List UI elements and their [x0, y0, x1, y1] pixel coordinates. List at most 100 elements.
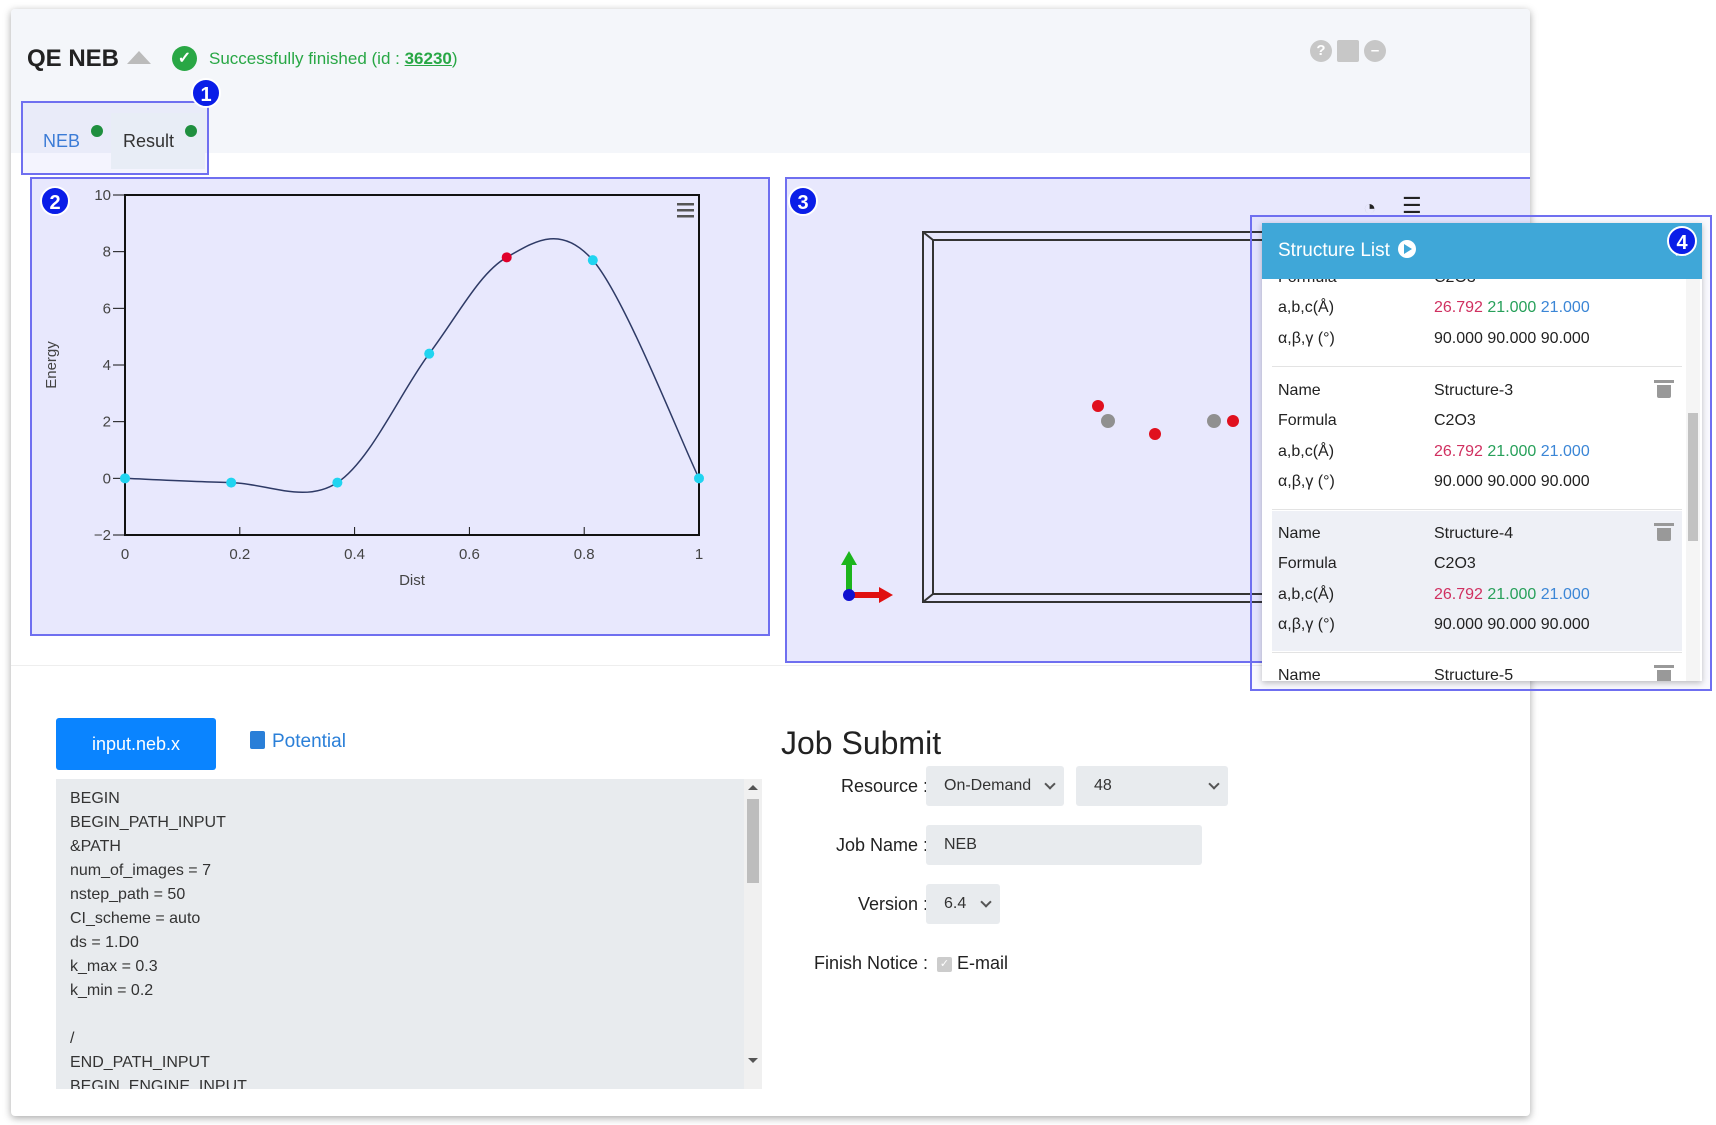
energy-chart: 0 0.2 0.4 0.6 0.8 1 −2 0 2 4 6 8 10 Dist Energy: [43, 187, 704, 589]
y-tick-label: 0: [103, 470, 111, 487]
potential-link[interactable]: Potential: [250, 731, 346, 753]
structure-row-angles: α,β,γ (°) 90.000 90.000 90.000: [1278, 610, 1678, 640]
editor-scrollbar[interactable]: [744, 779, 762, 1089]
editor-line[interactable]: /: [70, 1030, 75, 1047]
editor-line[interactable]: ds = 1.D0: [70, 934, 139, 951]
energy-curve: [124, 237, 700, 494]
structure-row-formula: Formula C2O3: [1278, 406, 1678, 436]
plot-frame: [124, 194, 700, 536]
b-value: 21.000: [1487, 443, 1537, 460]
trash-icon[interactable]: [1654, 523, 1674, 541]
tab-result-status-dot: [185, 125, 197, 137]
input-file-editor[interactable]: BEGIN BEGIN_PATH_INPUT &PATH num_of_images …: [56, 779, 762, 1089]
formula-label: Formula: [1278, 555, 1337, 572]
angles-label: α,β,γ (°): [1278, 473, 1335, 490]
editor-line[interactable]: nstep_path = 50: [70, 886, 186, 903]
structure-row-name[interactable]: Name Structure-4: [1278, 519, 1678, 549]
structure-list-title: Structure List: [1278, 240, 1390, 261]
editor-line[interactable]: BEGIN_ENGINE_INPUT: [70, 1078, 247, 1089]
abc-label: a,b,c(Å): [1278, 586, 1335, 603]
email-checkbox[interactable]: ✓: [937, 957, 952, 972]
editor-line[interactable]: k_min = 0.2: [70, 982, 154, 999]
structure-row-name[interactable]: Name Structure-5: [1278, 661, 1678, 681]
editor-line[interactable]: &PATH: [70, 838, 121, 855]
saddle-point[interactable]: [501, 252, 512, 263]
select-icon[interactable]: ◔: [1363, 195, 1377, 220]
chevron-down-icon: [1044, 778, 1056, 790]
job-name-input[interactable]: NEB: [926, 825, 1202, 865]
editor-line[interactable]: k_max = 0.3: [70, 958, 158, 975]
structure-list-scrollbar[interactable]: [1686, 279, 1700, 681]
structure-row-abc: a,b,c(Å) 26.792 21.000 21.000: [1278, 580, 1678, 610]
name-label: Name: [1278, 525, 1321, 542]
editor-line[interactable]: [70, 1003, 247, 1027]
abc-value: 26.792 21.000 21.000: [1434, 293, 1590, 323]
scroll-up-icon[interactable]: [748, 785, 758, 790]
structure-viewer-canvas[interactable]: [787, 179, 1530, 661]
chart-menu-icon[interactable]: [677, 203, 694, 206]
image-point[interactable]: [120, 473, 130, 484]
trash-icon[interactable]: [1654, 380, 1674, 398]
oxygen-atom: [1149, 428, 1161, 440]
formula-value: C2O3: [1434, 412, 1476, 429]
image-point[interactable]: [226, 477, 237, 488]
cell-edge: [922, 231, 934, 241]
potential-link-label: Potential: [272, 731, 346, 752]
help-icon[interactable]: ?: [1310, 40, 1332, 62]
image-point[interactable]: [694, 473, 704, 484]
image-point[interactable]: [332, 477, 343, 488]
structure-list-dialog: Structure List× Formula C2O3 a,b,c(Å) 26.7…: [1262, 223, 1702, 681]
app-header: [11, 9, 1530, 153]
tab-result[interactable]: Result: [111, 113, 205, 169]
structure-row-formula: Formula C2O3: [1278, 279, 1678, 293]
a-value: 26.792: [1434, 443, 1483, 460]
resource-label: Resource :: [840, 776, 928, 796]
note-icon[interactable]: [1337, 40, 1359, 62]
x-tick-label: 0.6: [459, 546, 480, 563]
x-tick-label: 1: [695, 546, 703, 563]
name-label: Name: [1278, 667, 1321, 681]
structure-row-abc: a,b,c(Å) 26.792 21.000 21.000: [1278, 293, 1678, 323]
resource-select[interactable]: On-Demand: [926, 766, 1064, 806]
version-select[interactable]: 6.4: [926, 884, 1000, 924]
structure-item-highlight: [1272, 511, 1682, 651]
cell-edge: [922, 593, 934, 603]
status-close-paren: ): [451, 49, 458, 68]
collapse-caret-icon[interactable]: [127, 51, 151, 64]
image-point[interactable]: [587, 255, 598, 266]
editor-text[interactable]: BEGIN BEGIN_PATH_INPUT &PATH num_of_images …: [70, 787, 247, 1089]
list-separator: [1272, 366, 1682, 367]
editor-line[interactable]: num_of_images = 7: [70, 862, 211, 879]
image-point[interactable]: [424, 348, 435, 359]
editor-scrollbar-thumb[interactable]: [747, 799, 759, 883]
structure-list-scrollbar-thumb[interactable]: [1688, 413, 1698, 541]
b-value: 21.000: [1487, 586, 1537, 603]
oxygen-atom: [1092, 400, 1104, 412]
chart-menu-icon[interactable]: [677, 209, 694, 212]
editor-line[interactable]: END_PATH_INPUT: [70, 1054, 210, 1071]
energy-chart-panel: 0 0.2 0.4 0.6 0.8 1 −2 0 2 4 6 8 10 Dist Energy: [30, 177, 770, 636]
job-submit-title: Job Submit: [781, 725, 942, 761]
minimize-icon[interactable]: –: [1364, 40, 1386, 62]
structure-row-name[interactable]: Name Structure-3: [1278, 376, 1678, 406]
file-tab-input-neb[interactable]: input.neb.x: [56, 718, 216, 770]
editor-line[interactable]: BEGIN: [70, 790, 120, 807]
job-id-link[interactable]: 36230: [404, 49, 452, 68]
carbon-atom: [1101, 414, 1115, 428]
x-tick-label: 0.2: [229, 546, 250, 563]
editor-line[interactable]: CI_scheme = auto: [70, 910, 201, 927]
cores-select[interactable]: 48: [1076, 766, 1228, 806]
chart-menu-icon[interactable]: [677, 215, 694, 218]
list-icon[interactable]: ☰: [1402, 193, 1422, 218]
play-icon[interactable]: [1397, 240, 1416, 258]
structure-row-abc: a,b,c(Å) 26.792 21.000 21.000: [1278, 437, 1678, 467]
email-checkbox-label[interactable]: E-mail: [957, 953, 1009, 973]
list-separator: [1272, 509, 1682, 510]
tab-neb[interactable]: NEB: [33, 113, 103, 169]
scroll-down-icon[interactable]: [748, 1058, 758, 1063]
trash-icon[interactable]: [1654, 665, 1674, 681]
list-separator: [1272, 652, 1682, 653]
editor-line[interactable]: BEGIN_PATH_INPUT: [70, 814, 226, 831]
formula-value: C2O3: [1434, 555, 1476, 572]
x-tick-label: 0.8: [574, 546, 595, 563]
